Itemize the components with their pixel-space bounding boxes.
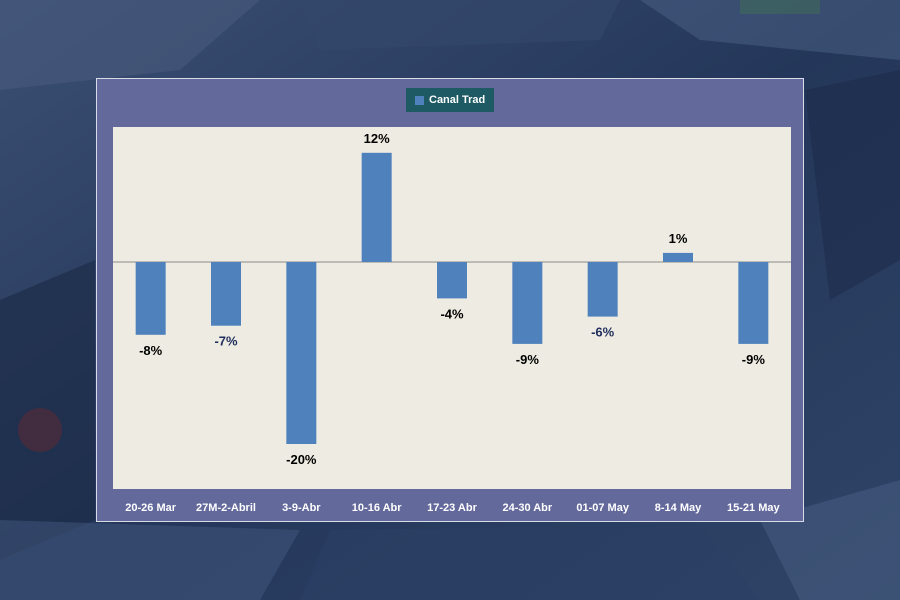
- legend-swatch: [415, 95, 424, 105]
- x-tick-label: 17-23 Abr: [427, 502, 477, 514]
- bar: [135, 262, 166, 335]
- bar: [512, 262, 543, 344]
- chart-frame: Canal Trad -8% 20-26 Mar -7% 27M-2-Abril -20…: [96, 78, 804, 522]
- x-tick-label: 3-9-Abr: [282, 502, 321, 514]
- data-label: -7%: [214, 334, 238, 349]
- data-label: -8%: [139, 343, 163, 358]
- data-label: -9%: [742, 352, 766, 367]
- bar: [663, 252, 693, 262]
- data-label: 1%: [669, 231, 688, 246]
- bar: [437, 262, 467, 299]
- data-label: 12%: [364, 131, 390, 146]
- bar-chart: -8% 20-26 Mar -7% 27M-2-Abril -20% 3-9-Abr 12%…: [113, 131, 791, 514]
- x-tick-label: 01-07 May: [576, 502, 629, 514]
- bar: [587, 262, 618, 317]
- x-tick-label: 27M-2-Abril: [196, 502, 256, 514]
- x-tick-label: 8-14 May: [655, 502, 702, 514]
- legend-label: Canal Trad: [429, 94, 486, 106]
- x-tick-label: 24-30 Abr: [502, 502, 552, 514]
- data-label: -4%: [440, 306, 464, 321]
- data-label: -6%: [591, 325, 615, 340]
- x-tick-label: 15-21 May: [727, 502, 780, 514]
- bar: [361, 152, 392, 262]
- x-tick-label: 20-26 Mar: [125, 502, 176, 514]
- data-label: -20%: [286, 452, 317, 467]
- legend: Canal Trad: [406, 88, 495, 112]
- bar: [738, 262, 769, 344]
- bar: [211, 262, 241, 326]
- bar: [286, 262, 317, 444]
- data-label: -9%: [516, 352, 540, 367]
- x-tick-label: 10-16 Abr: [352, 502, 402, 514]
